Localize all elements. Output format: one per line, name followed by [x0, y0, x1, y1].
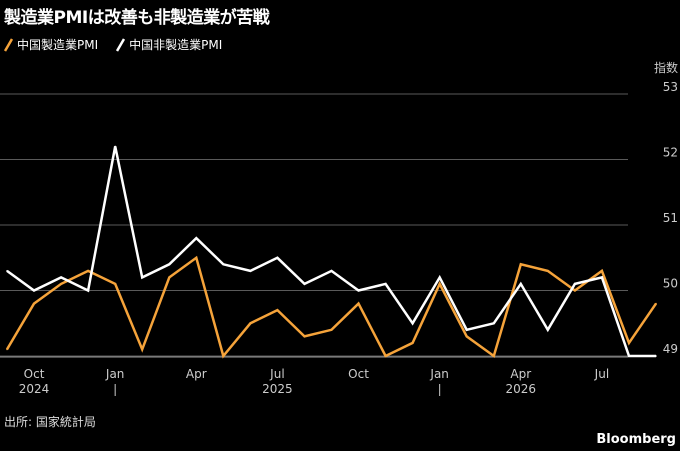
data-point-1-3: [87, 289, 89, 292]
x-tick-label-2025-07: Jul: [269, 367, 284, 381]
data-point-0-2: [60, 283, 62, 285]
data-point-1-11: [303, 283, 306, 285]
legend-item-manufacturing: 中国製造業PMI: [4, 36, 98, 53]
data-point-0-7: [195, 257, 198, 259]
data-point-0-13: [357, 302, 360, 305]
data-point-0-9: [249, 322, 252, 325]
data-point-0-4: [114, 283, 116, 285]
data-point-0-22: [601, 270, 603, 272]
data-point-1-4: [114, 145, 116, 148]
data-point-1-0: [6, 270, 8, 272]
series-line-0: [5, 255, 658, 359]
data-point-1-13: [357, 289, 360, 292]
series-line-1: [6, 146, 656, 358]
data-point-1-12: [330, 270, 333, 272]
data-point-1-8: [222, 263, 225, 266]
data-point-0-19: [520, 263, 522, 266]
data-point-1-18: [493, 322, 495, 325]
data-point-0-8: [222, 355, 225, 357]
data-point-0-0: [6, 348, 8, 351]
data-point-0-14: [384, 355, 387, 357]
data-point-1-6: [168, 263, 171, 266]
data-point-1-21: [574, 283, 576, 285]
data-point-0-5: [141, 348, 143, 351]
data-point-1-24: [655, 355, 657, 357]
legend-item-non-manufacturing: 中国非製造業PMI: [116, 36, 222, 53]
data-point-0-16: [438, 283, 441, 285]
data-point-0-12: [330, 329, 333, 331]
data-point-0-20: [547, 270, 549, 272]
data-point-0-11: [303, 335, 306, 338]
x-tick-label-2026-07: Jul: [594, 367, 609, 381]
data-point-0-15: [411, 342, 414, 344]
legend: 中国製造業PMI 中国非製造業PMI: [4, 36, 222, 53]
data-point-0-1: [33, 302, 35, 305]
data-point-1-23: [628, 355, 630, 357]
y-tick-label-53: 53: [663, 80, 678, 94]
grid-lines: [0, 93, 628, 357]
brand-logo-text: Bloomberg: [596, 432, 676, 447]
x-tick-label-2024-10: Oct: [24, 367, 45, 381]
data-point-1-22: [601, 276, 603, 279]
data-point-1-16: [438, 276, 441, 279]
data-point-1-20: [547, 329, 549, 331]
data-point-0-21: [574, 289, 576, 292]
data-point-0-18: [493, 355, 495, 357]
x-tick-label-2025-04: Apr: [186, 367, 207, 381]
data-point-1-15: [411, 322, 414, 325]
axes: 指数 49 50 51 52 53 Oct Jan Apr Jul Oct Jan Apr Jul 2024…: [0, 60, 678, 396]
data-point-1-2: [60, 276, 62, 279]
data-point-0-6: [168, 276, 171, 279]
y-tick-label-52: 52: [663, 146, 678, 160]
data-point-1-19: [520, 283, 522, 285]
x-year-label-2025: 2025: [262, 382, 293, 396]
source-note: 出所: 国家統計局: [4, 415, 96, 429]
data-point-0-24: [655, 302, 657, 305]
x-tick-label-2025-01: Jan: [105, 367, 125, 381]
legend-label-manufacturing: 中国製造業PMI: [17, 38, 99, 52]
legend-swatch-manufacturing: [4, 37, 13, 52]
x-tick-label-2026-04: Apr: [510, 367, 531, 381]
data-point-1-17: [465, 329, 468, 331]
data-point-1-1: [33, 289, 35, 292]
data-point-0-3: [87, 270, 89, 272]
series-lines: [5, 145, 658, 359]
data-point-1-5: [141, 276, 143, 279]
x-tick-label-2025-10: Oct: [348, 367, 369, 381]
y-tick-label-51: 51: [663, 211, 678, 225]
y-axis-label: 指数: [654, 60, 678, 75]
data-point-1-10: [276, 257, 279, 259]
legend-label-non-manufacturing: 中国非製造業PMI: [129, 38, 223, 52]
legend-swatch-non-manufacturing: [116, 37, 126, 52]
x-year-label-2026: 2026: [506, 382, 537, 396]
data-point-0-17: [465, 335, 468, 338]
x-year-label-2024: 2024: [19, 382, 50, 396]
y-tick-label-50: 50: [663, 277, 678, 291]
data-point-1-7: [195, 237, 198, 239]
data-point-1-14: [384, 283, 387, 285]
y-tick-label-49: 49: [663, 342, 678, 356]
chart-title: 製造業PMIは改善も非製造業が苦戦: [4, 8, 270, 28]
data-point-1-9: [249, 270, 252, 272]
data-point-0-23: [628, 342, 630, 344]
data-point-0-10: [276, 309, 279, 311]
x-tick-label-2026-01: Jan: [429, 367, 449, 381]
